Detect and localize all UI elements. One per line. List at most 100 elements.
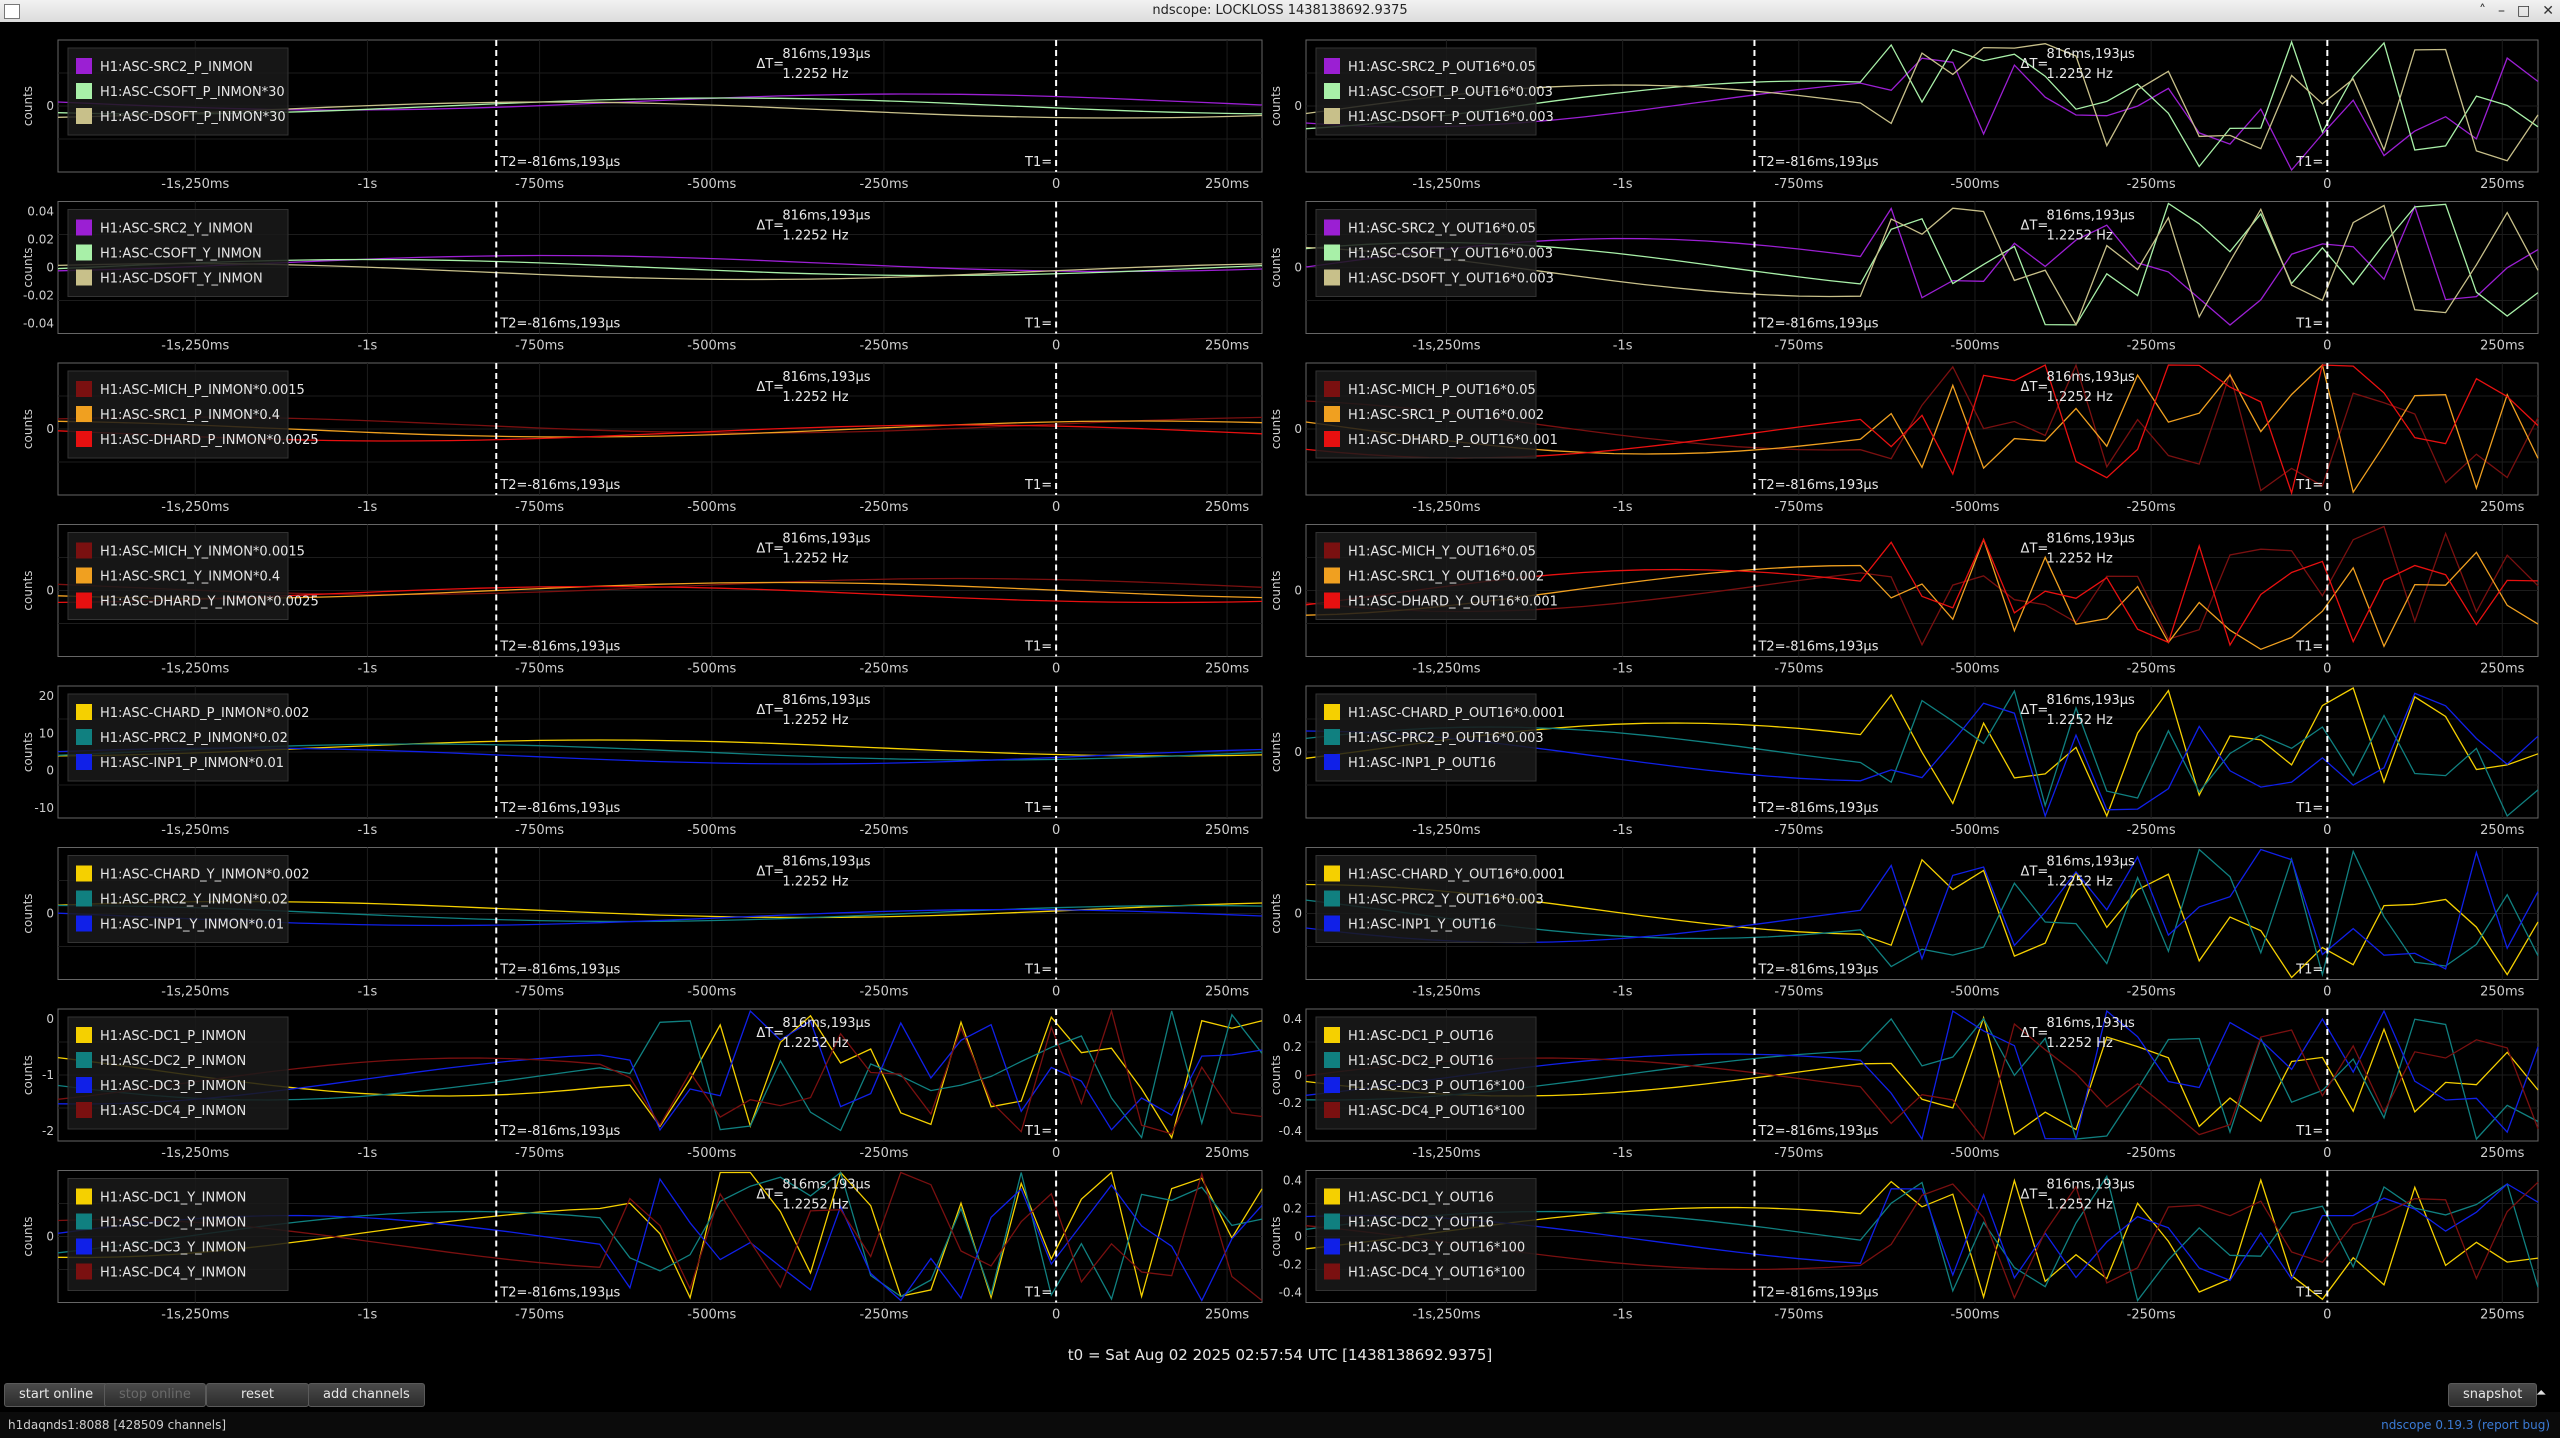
legend-swatch[interactable]	[76, 1188, 92, 1205]
plot-r6r[interactable]: counts 0 -1s,250ms -1s -750ms -500ms -250ms 0 25…	[1269, 847, 2539, 1000]
plot-r6l[interactable]: counts 0 -1s,250ms -1s -750ms -500ms -250ms 0 25…	[21, 847, 1263, 1000]
legend-swatch[interactable]	[1324, 431, 1340, 447]
legend-channel-label[interactable]: H1:ASC-MICH_Y_INMON*0.0015	[100, 545, 305, 560]
legend-swatch[interactable]	[76, 1077, 92, 1093]
legend-channel-label[interactable]: H1:ASC-DSOFT_P_OUT16*0.003	[1348, 110, 1554, 125]
legend-swatch[interactable]	[1324, 1263, 1340, 1280]
start-online-button[interactable]: start online	[4, 1383, 109, 1407]
legend-swatch[interactable]	[76, 1027, 92, 1043]
legend-channel-label[interactable]: H1:ASC-DC1_P_OUT16	[1348, 1029, 1494, 1044]
legend-swatch[interactable]	[76, 431, 92, 447]
legend-swatch[interactable]	[76, 219, 92, 236]
legend-swatch[interactable]	[76, 1102, 92, 1118]
legend-channel-label[interactable]: H1:ASC-DC3_P_INMON	[100, 1079, 246, 1094]
legend-swatch[interactable]	[76, 865, 92, 882]
legend-channel-label[interactable]: H1:ASC-DC4_Y_INMON	[100, 1266, 246, 1281]
plot-r8r[interactable]: counts 0.4 0.2 0 -0.2 -0.4 -1s,250ms -1s -750ms -…	[1269, 1170, 2539, 1323]
legend-channel-label[interactable]: H1:ASC-CSOFT_Y_INMON	[100, 247, 262, 262]
legend-channel-label[interactable]: H1:ASC-DC2_P_INMON	[100, 1054, 246, 1069]
legend-swatch[interactable]	[1324, 754, 1340, 770]
legend-channel-label[interactable]: H1:ASC-PRC2_Y_INMON*0.02	[100, 893, 288, 908]
legend-channel-label[interactable]: H1:ASC-PRC2_P_INMON*0.02	[100, 731, 288, 746]
legend-channel-label[interactable]: H1:ASC-DC4_Y_OUT16*100	[1348, 1266, 1525, 1281]
legend-swatch[interactable]	[76, 890, 92, 907]
legend-swatch[interactable]	[1324, 1027, 1340, 1043]
legend-channel-label[interactable]: H1:ASC-SRC2_P_OUT16*0.05	[1348, 60, 1536, 75]
legend-channel-label[interactable]: H1:ASC-DSOFT_Y_INMON	[100, 272, 263, 287]
legend-channel-label[interactable]: H1:ASC-DC1_Y_OUT16	[1348, 1191, 1494, 1206]
legend-channel-label[interactable]: H1:ASC-SRC2_Y_INMON	[100, 222, 253, 237]
legend-swatch[interactable]	[76, 567, 92, 584]
legend-swatch[interactable]	[1324, 915, 1340, 932]
legend-swatch[interactable]	[1324, 542, 1340, 559]
legend-channel-label[interactable]: H1:ASC-DC3_Y_OUT16*100	[1348, 1241, 1525, 1256]
legend-channel-label[interactable]: H1:ASC-DC1_Y_INMON	[100, 1191, 246, 1206]
plots-canvas[interactable]: counts 0 -1s,250ms -1s -750ms -500ms -250ms 0 25…	[0, 22, 2560, 1378]
legend-swatch[interactable]	[1324, 704, 1340, 720]
legend-channel-label[interactable]: H1:ASC-CSOFT_P_OUT16*0.003	[1348, 85, 1553, 100]
legend-swatch[interactable]	[76, 1263, 92, 1280]
maximize-icon[interactable]: □	[2517, 3, 2531, 19]
legend-channel-label[interactable]: H1:ASC-DC3_Y_INMON	[100, 1241, 246, 1256]
plot-r8l[interactable]: counts 0 -1s,250ms -1s -750ms -500ms -250ms 0 25…	[21, 1170, 1263, 1323]
legend-swatch[interactable]	[76, 1213, 92, 1230]
legend-swatch[interactable]	[1324, 1102, 1340, 1118]
legend-channel-label[interactable]: H1:ASC-CHARD_P_OUT16*0.0001	[1348, 706, 1565, 721]
legend-channel-label[interactable]: H1:ASC-INP1_Y_INMON*0.01	[100, 918, 284, 933]
stop-online-button[interactable]: stop online	[104, 1383, 206, 1407]
plot-r7r[interactable]: counts 0.4 0.2 0 -0.2 -0.4 -1s,250ms -1s -750ms -…	[1269, 1008, 2539, 1161]
legend-swatch[interactable]	[1324, 729, 1340, 745]
legend-channel-label[interactable]: H1:ASC-SRC1_P_OUT16*0.002	[1348, 408, 1544, 423]
legend-channel-label[interactable]: H1:ASC-SRC1_P_INMON*0.4	[100, 408, 280, 423]
legend-channel-label[interactable]: H1:ASC-MICH_Y_OUT16*0.05	[1348, 545, 1536, 560]
legend-swatch[interactable]	[76, 729, 92, 745]
legend-swatch[interactable]	[76, 244, 92, 261]
legend-swatch[interactable]	[1324, 83, 1340, 99]
keep-above-icon[interactable]: ˄	[2479, 3, 2487, 19]
legend-channel-label[interactable]: H1:ASC-DC2_Y_INMON	[100, 1216, 246, 1231]
legend-swatch[interactable]	[76, 406, 92, 422]
plot-r4l[interactable]: counts 0 -1s,250ms -1s -750ms -500ms -250ms 0 25…	[21, 524, 1263, 677]
legend-channel-label[interactable]: H1:ASC-PRC2_Y_OUT16*0.003	[1348, 893, 1544, 908]
legend-swatch[interactable]	[76, 381, 92, 397]
legend-channel-label[interactable]: H1:ASC-SRC2_Y_OUT16*0.05	[1348, 222, 1536, 237]
legend-swatch[interactable]	[1324, 269, 1340, 286]
legend-channel-label[interactable]: H1:ASC-DC2_Y_OUT16	[1348, 1216, 1494, 1231]
legend-channel-label[interactable]: H1:ASC-SRC1_Y_OUT16*0.002	[1348, 570, 1544, 585]
legend-channel-label[interactable]: H1:ASC-CSOFT_Y_OUT16*0.003	[1348, 247, 1553, 262]
plot-r3l[interactable]: counts 0 -1s,250ms -1s -750ms -500ms -250ms 0 25…	[21, 362, 1263, 515]
add-channels-button[interactable]: add channels	[308, 1383, 425, 1407]
snapshot-button[interactable]: snapshot	[2448, 1383, 2538, 1407]
legend-swatch[interactable]	[1324, 244, 1340, 261]
plot-r5r[interactable]: counts 0 -1s,250ms -1s -750ms -500ms -250ms 0 25…	[1269, 685, 2539, 838]
collapse-icon[interactable]: ⏶	[2536, 1386, 2547, 1401]
legend-swatch[interactable]	[1324, 1052, 1340, 1068]
legend-channel-label[interactable]: H1:ASC-DC4_P_OUT16*100	[1348, 1104, 1525, 1119]
legend-swatch[interactable]	[1324, 592, 1340, 609]
plot-r5l[interactable]: counts 20 10 0 -10 -1s,250ms -1s -750ms -500ms -2…	[21, 685, 1263, 838]
legend-channel-label[interactable]: H1:ASC-SRC2_P_INMON	[100, 60, 253, 75]
legend-swatch[interactable]	[76, 58, 92, 74]
legend-channel-label[interactable]: H1:ASC-DC4_P_INMON	[100, 1104, 246, 1119]
plot-grid[interactable]: counts 0 -1s,250ms -1s -750ms -500ms -250ms 0 25…	[0, 22, 2560, 1378]
close-icon[interactable]: ✕	[2542, 3, 2554, 19]
legend-swatch[interactable]	[1324, 1238, 1340, 1255]
version-link[interactable]: ndscope 0.19.3	[2381, 1418, 2474, 1432]
legend-channel-label[interactable]: H1:ASC-DC2_P_OUT16	[1348, 1054, 1494, 1069]
reset-button[interactable]: reset	[206, 1383, 309, 1407]
legend-swatch[interactable]	[76, 915, 92, 932]
plot-r1l[interactable]: counts 0 -1s,250ms -1s -750ms -500ms -250ms 0 25…	[21, 39, 1263, 192]
legend-swatch[interactable]	[1324, 890, 1340, 907]
legend-swatch[interactable]	[1324, 1077, 1340, 1093]
legend-channel-label[interactable]: H1:ASC-MICH_P_INMON*0.0015	[100, 383, 305, 398]
legend-channel-label[interactable]: H1:ASC-INP1_Y_OUT16	[1348, 918, 1496, 933]
legend-channel-label[interactable]: H1:ASC-DC1_P_INMON	[100, 1029, 246, 1044]
legend-channel-label[interactable]: H1:ASC-CSOFT_P_INMON*30	[100, 85, 285, 100]
minimize-icon[interactable]: –	[2498, 3, 2506, 19]
legend-channel-label[interactable]: H1:ASC-CHARD_Y_OUT16*0.0001	[1348, 868, 1565, 883]
plot-r4r[interactable]: counts 0 -1s,250ms -1s -750ms -500ms -250ms 0 25…	[1269, 524, 2539, 677]
legend-swatch[interactable]	[1324, 381, 1340, 397]
legend-channel-label[interactable]: H1:ASC-PRC2_P_OUT16*0.003	[1348, 731, 1544, 746]
legend-swatch[interactable]	[76, 592, 92, 609]
legend-channel-label[interactable]: H1:ASC-DHARD_Y_INMON*0.0025	[100, 595, 319, 610]
